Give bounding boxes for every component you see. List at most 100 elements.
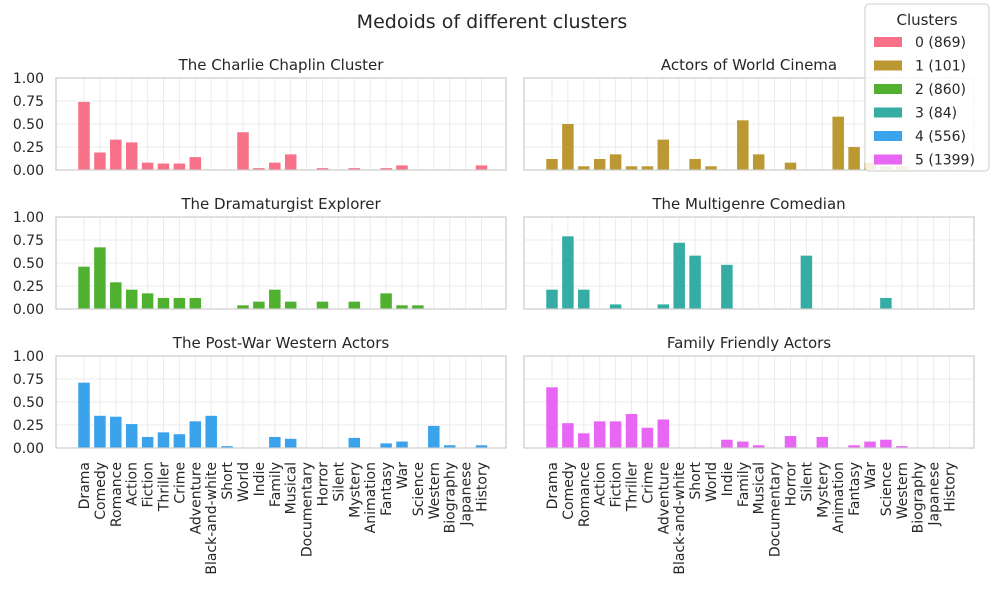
bar-Musical [752, 154, 765, 170]
x-tick-label-Drama: Drama [545, 462, 561, 509]
bar-War [864, 441, 876, 448]
bar-Crime [173, 297, 186, 309]
bar-Adventure [189, 297, 202, 309]
bar-Family [737, 441, 749, 448]
bar-Horror [784, 162, 797, 170]
bar-Fantasy [380, 293, 392, 309]
y-tick-label: 0.00 [13, 163, 44, 179]
bar-Romance [578, 433, 590, 448]
legend-entry-label: 4 (556) [915, 129, 966, 145]
subplot-title: Family Friendly Actors [667, 334, 831, 352]
x-tick-label-Action: Action [593, 462, 609, 506]
bar-Family [269, 436, 281, 448]
x-tick-label-War: War [863, 462, 879, 490]
y-tick-label: 0.50 [13, 256, 44, 272]
y-tick-label: 0.75 [13, 94, 44, 110]
legend-swatch [874, 107, 902, 118]
x-tick-label-Fiction: Fiction [609, 462, 625, 507]
legend-entry-label: 2 (860) [915, 82, 966, 98]
x-tick-label-Fantasy: Fantasy [379, 462, 395, 516]
bar-Drama [546, 387, 558, 448]
bar-Mystery [348, 301, 361, 309]
bar-Adventure [189, 421, 202, 448]
subplot-3: The Multigenre Comedian [523, 195, 975, 310]
y-tick-label: 0.25 [13, 279, 44, 295]
legend-entry-label: 5 (1399) [915, 153, 975, 169]
y-tick-label: 0.50 [13, 395, 44, 411]
bar-Fiction [609, 421, 622, 448]
legend-entry-label: 1 (101) [915, 59, 966, 75]
x-tick-label-Biography: Biography [911, 462, 927, 533]
bar-Action [125, 424, 138, 448]
axes-frame [523, 216, 975, 310]
x-tick-label-Fantasy: Fantasy [847, 462, 863, 516]
bar-Action [125, 142, 138, 170]
panels-group: The Charlie Chaplin Cluster 0.00 0.25 0.50 0… [13, 56, 975, 575]
bar-Biography [443, 445, 456, 448]
bar-Musical [284, 301, 297, 309]
bar-Fantasy [380, 443, 392, 448]
legend-swatch [874, 60, 902, 71]
x-tick-label-Biography: Biography [443, 462, 459, 533]
subplot-title: The Post-War Western Actors [172, 334, 390, 352]
bar-Romance [578, 289, 590, 309]
bar-Science [412, 305, 424, 309]
bar-Family [269, 289, 281, 309]
figure-title: Medoids of different clusters [357, 11, 628, 33]
x-tick-label-Silent: Silent [799, 462, 815, 502]
bar-Indie [253, 301, 265, 309]
bar-Horror [316, 168, 329, 170]
x-tick-label-Short: Short [688, 461, 704, 499]
bar-World [237, 132, 249, 170]
bar-Romance [110, 416, 122, 448]
bar-Indie [253, 168, 265, 170]
bar-Comedy [94, 415, 106, 448]
x-tick-label-Animation: Animation [831, 462, 847, 533]
bar-Short [689, 158, 701, 170]
bar-Crime [641, 166, 654, 170]
axes-frame [55, 216, 507, 310]
x-tick-label-Comedy: Comedy [561, 462, 577, 520]
y-tick-label: 0.75 [13, 372, 44, 388]
x-tick-label-Mystery: Mystery [347, 462, 363, 518]
bar-Horror [784, 436, 797, 448]
bar-Science [880, 439, 892, 448]
bar-Family [269, 162, 281, 170]
x-tick-label-Musical: Musical [284, 462, 300, 514]
x-tick-label-Thriller: Thriller [625, 462, 641, 512]
bar-Romance [578, 166, 590, 170]
bar-Fiction [609, 304, 622, 309]
bar-Mystery [348, 168, 361, 170]
bar-Animation [832, 116, 844, 170]
y-tick-label: 0.75 [13, 233, 44, 249]
bar-Drama [546, 289, 558, 309]
y-tick-label: 0.00 [13, 302, 44, 318]
y-tick-label: 0.50 [13, 117, 44, 133]
bar-Science [880, 297, 892, 309]
x-tick-label-Crime: Crime [172, 462, 188, 504]
bar-Musical [752, 445, 765, 448]
bar-Indie [721, 439, 733, 448]
x-tick-label-War: War [395, 462, 411, 490]
bar-Crime [173, 434, 186, 448]
bar-Thriller [625, 413, 638, 448]
bar-Musical [284, 154, 297, 170]
x-tick-label-Black-and-white: Black-and-white [204, 462, 220, 575]
bar-Black-and-white [205, 415, 217, 448]
x-tick-label-Adventure: Adventure [188, 462, 204, 534]
bar-Drama [78, 382, 90, 448]
axes-frame [523, 355, 975, 449]
bar-History [475, 445, 488, 448]
y-tick-label: 0.25 [13, 418, 44, 434]
bar-Drama [546, 158, 558, 170]
bar-Silent [800, 255, 813, 309]
x-tick-label-Western: Western [427, 462, 443, 519]
y-tick-label: 0.25 [13, 140, 44, 156]
x-tick-label-Crime: Crime [640, 462, 656, 504]
x-tick-label-Black-and-white: Black-and-white [672, 462, 688, 575]
y-tick-label: 0.00 [13, 441, 44, 457]
legend: Clusters 0 (869) 1 (101) 2 (860) 3 (84) 4 (55… [864, 3, 990, 172]
bar-Adventure [657, 419, 670, 448]
bar-Family [737, 120, 749, 170]
x-tick-label-Animation: Animation [363, 462, 379, 533]
